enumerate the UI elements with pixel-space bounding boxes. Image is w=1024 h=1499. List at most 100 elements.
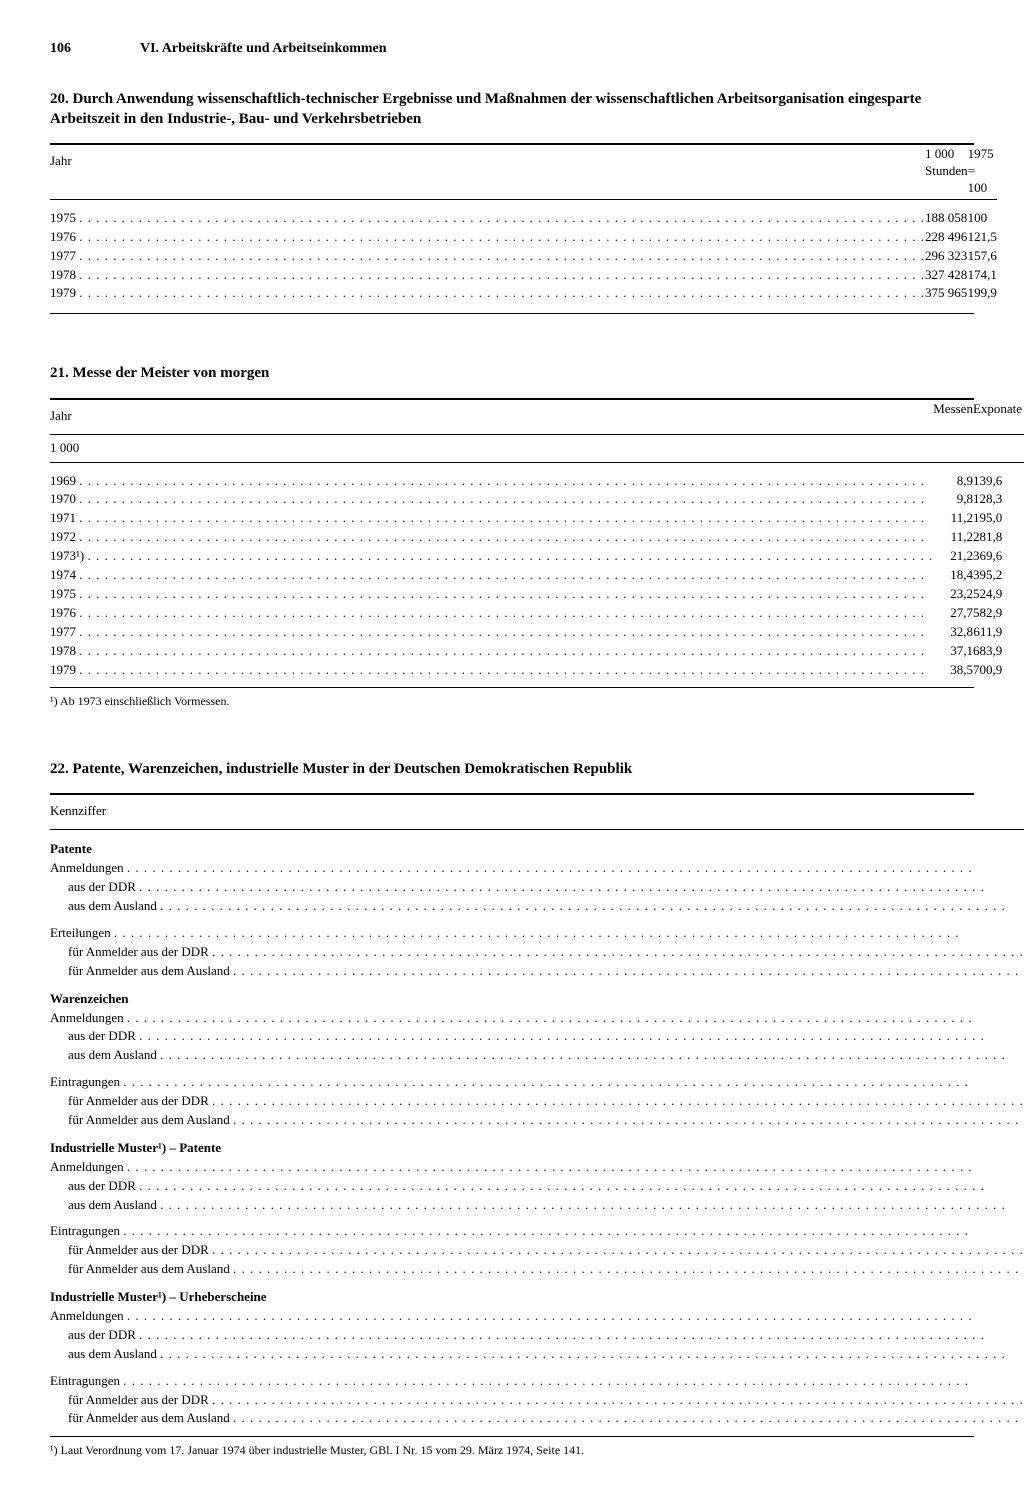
cell-index: 199,9 [968,284,997,303]
cell-label: für Anmelder aus dem Ausland [50,962,1024,981]
table-row: 1976 27,7 582,9 2 244,0 [50,604,1024,623]
cell-year: 1975 [50,209,925,228]
cell-hours: 375 965 [925,284,968,303]
cell-year: 1976 [50,604,933,623]
cell-messen: 37,1 [933,642,973,661]
cell-label: für Anmelder aus der DDR [50,1241,1024,1260]
t21-table: Jahr Messen Exponate Teilnehmer 1 000 19… [50,400,1024,680]
cell-exponate: 611,9 [973,623,1024,642]
cell-year: 1970 [50,490,933,509]
t21-unit: 1 000 [50,436,1024,461]
cell-messen: 8,9 [933,472,973,491]
cell-label: aus dem Ausland [50,1196,1024,1215]
table-row: Anmeldungen 7 2736 4746 0077 6667 926 [50,859,1024,878]
group-header: Industrielle Muster¹) – Patente [50,1130,1024,1158]
table-row: aus dem Ausland 2 7142 3021 8411 9741 81… [50,897,1024,916]
t22-footnote: ¹) Laut Verordnung vom 17. Januar 1974 ü… [50,1443,974,1459]
t20-col-year: Jahr [50,145,925,198]
chapter-title: VI. Arbeitskräfte und Arbeitseinkommen [140,40,387,58]
t20-col-index: 1975 = 100 [968,145,997,198]
table-row: 1977 32,8 611,9 2 323,1 [50,623,1024,642]
cell-year: 1978 [50,642,933,661]
table-row: aus der DDR 265206149182186 [50,1027,1024,1046]
t20-col-hours: 1 000 Stunden [925,145,968,198]
cell-year: 1972 [50,528,933,547]
cell-exponate: 139,6 [973,472,1024,491]
t21-title: 21. Messe der Meister von morgen [50,364,974,384]
cell-label: Eintragungen [50,1222,1024,1241]
cell-label: für Anmelder aus dem Ausland [50,1111,1024,1130]
cell-messen: 23,2 [933,585,973,604]
cell-label: Erteilungen [50,924,1024,943]
cell-label: Anmeldungen [50,1009,1024,1028]
table-row: für Anmelder aus dem Ausland –112045 [50,1260,1024,1279]
table-row: aus dem Ausland –1472 [50,1345,1024,1364]
table-row: 1974 18,4 395,2 1 929,0 [50,566,1024,585]
table-row: für Anmelder aus der DDR –1112 [50,1241,1024,1260]
t20-table: Jahr 1 000 Stunden 1975 = 100 1975 188 0… [50,145,997,303]
cell-messen: 11,2 [933,509,973,528]
cell-hours: 296 323 [925,247,968,266]
page-number: 106 [50,40,140,58]
table-row: 1971 11,2 195,0 840,0 [50,509,1024,528]
group-header: Warenzeichen [50,981,1024,1009]
rule [50,687,974,688]
cell-messen: 9,8 [933,490,973,509]
cell-label: Eintragungen [50,1073,1024,1092]
cell-index: 157,6 [968,247,997,266]
cell-label: aus dem Ausland [50,1046,1024,1065]
cell-exponate: 395,2 [973,566,1024,585]
table-row: 1975 188 058 100 [50,209,997,228]
table-row: aus der DDR 163316320321352 [50,1326,1024,1345]
cell-exponate: 524,9 [973,585,1024,604]
page-header: 106 VI. Arbeitskräfte und Arbeitseinkomm… [50,40,974,58]
table-row: Anmeldungen 102413818 [50,1158,1024,1177]
group-label: Patente [50,831,1024,859]
cell-messen: 27,7 [933,604,973,623]
cell-label: Anmeldungen [50,1158,1024,1177]
table-row: für Anmelder aus dem Ausland ––47– [50,1409,1024,1428]
t21-footnote: ¹) Ab 1973 einschließlich Vormessen. [50,694,974,710]
cell-year: 1977 [50,623,933,642]
group-header: Industrielle Muster¹) – Urheberscheine [50,1279,1024,1307]
cell-year: 1971 [50,509,933,528]
table-row: 1978 37,1 683,9 2 430,7 [50,642,1024,661]
cell-messen: 21,2 [933,547,973,566]
table-row: Anmeldungen 163317324328354 [50,1307,1024,1326]
rule [50,1436,974,1437]
cell-year: 1969 [50,472,933,491]
cell-year: 1979 [50,284,925,303]
cell-label: für Anmelder aus dem Ausland [50,1260,1024,1279]
cell-label: für Anmelder aus der DDR [50,943,1024,962]
table-row: Eintragungen 624465402396416 [50,1073,1024,1092]
table-row: für Anmelder aus dem Ausland 2 9992 3752… [50,962,1024,981]
t22-title: 22. Patente, Warenzeichen, industrielle … [50,760,974,780]
table-row: 1976 228 496 121,5 [50,228,997,247]
cell-exponate: 195,0 [973,509,1024,528]
cell-messen: 32,8 [933,623,973,642]
cell-year: 1975 [50,585,933,604]
cell-label: aus dem Ausland [50,897,1024,916]
table-row: aus der DDR –3113 [50,1177,1024,1196]
cell-label: aus der DDR [50,1027,1024,1046]
table-row: 1970 9,8 128,3 615,6 [50,490,1024,509]
cell-label: für Anmelder aus der DDR [50,1092,1024,1111]
table-row: aus dem Ausland 102112715 [50,1196,1024,1215]
cell-label: aus der DDR [50,1326,1024,1345]
cell-hours: 188 058 [925,209,968,228]
table-row: für Anmelder aus dem Ausland 32525327027… [50,1111,1024,1130]
table-row: für Anmelder aus der DDR 185320306281210 [50,1391,1024,1410]
group-label: Industrielle Muster¹) – Urheberscheine [50,1279,1024,1307]
table-row: 1979 375 965 199,9 [50,284,997,303]
cell-label: aus der DDR [50,878,1024,897]
cell-label: aus der DDR [50,1177,1024,1196]
t20-title: 20. Durch Anwendung wissenschaftlich-tec… [50,90,974,129]
cell-year: 1977 [50,247,925,266]
t21-col-exponate: Exponate [973,400,1024,433]
t22-table: Kennziffer 19751976197719781979 Patente … [50,795,1024,1428]
table-row: Anmeldungen 594476433515461 [50,1009,1024,1028]
cell-year: 1979 [50,661,933,680]
table-row: 1975 23,2 524,9 2 086,0 [50,585,1024,604]
table-row: 1978 327 428 174,1 [50,266,997,285]
cell-year: 1978 [50,266,925,285]
